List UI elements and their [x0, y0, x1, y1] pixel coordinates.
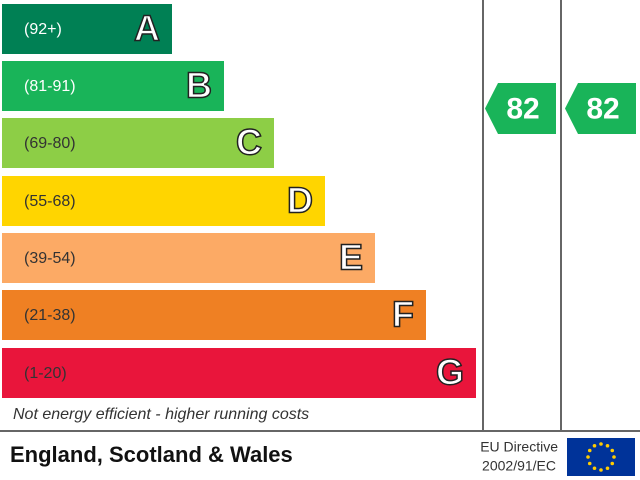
band-range: (69-80): [24, 135, 76, 152]
band-range: (1-20): [24, 365, 67, 382]
eu-star: [610, 461, 615, 466]
eu-star: [592, 443, 597, 448]
eu-star: [599, 468, 603, 472]
band-letter: D: [287, 180, 313, 221]
eu-star: [592, 466, 597, 471]
rating-arrow: [485, 83, 556, 134]
directive: EU Directive: [480, 439, 558, 455]
band-range: (21-38): [24, 307, 76, 324]
band-letter: A: [134, 8, 160, 49]
rating-value: 82: [586, 92, 619, 125]
directive: 2002/91/EC: [482, 458, 556, 474]
band-range: (92+): [24, 21, 62, 38]
band-bar: [2, 290, 426, 340]
band-range: (39-54): [24, 250, 76, 267]
rating-value: 82: [506, 92, 539, 125]
band-bar: [2, 233, 375, 283]
eu-star: [599, 442, 603, 446]
eu-star: [605, 443, 610, 448]
region: England, Scotland & Wales: [10, 442, 293, 467]
eu-star: [587, 461, 592, 466]
band-range: (81-91): [24, 78, 76, 95]
band-range: (55-68): [24, 193, 76, 210]
band-letter: E: [339, 237, 363, 278]
band-bar: [2, 176, 325, 226]
rating-arrow: [565, 83, 636, 134]
band-letter: B: [186, 65, 212, 106]
eu-star: [610, 448, 615, 453]
eu-star: [605, 466, 610, 471]
band-letter: C: [236, 122, 262, 163]
eu-star: [586, 455, 590, 459]
band-bar: [2, 4, 172, 54]
eu-star: [587, 448, 592, 453]
eu-star: [612, 455, 616, 459]
footnote: Not energy efficient - higher running co…: [13, 406, 309, 423]
eu-stars: [586, 442, 616, 472]
band-letter: G: [436, 352, 464, 393]
band-bar: [2, 61, 224, 111]
band-bar: [2, 118, 274, 168]
band-letter: F: [392, 294, 414, 335]
band-bar: [2, 348, 476, 398]
